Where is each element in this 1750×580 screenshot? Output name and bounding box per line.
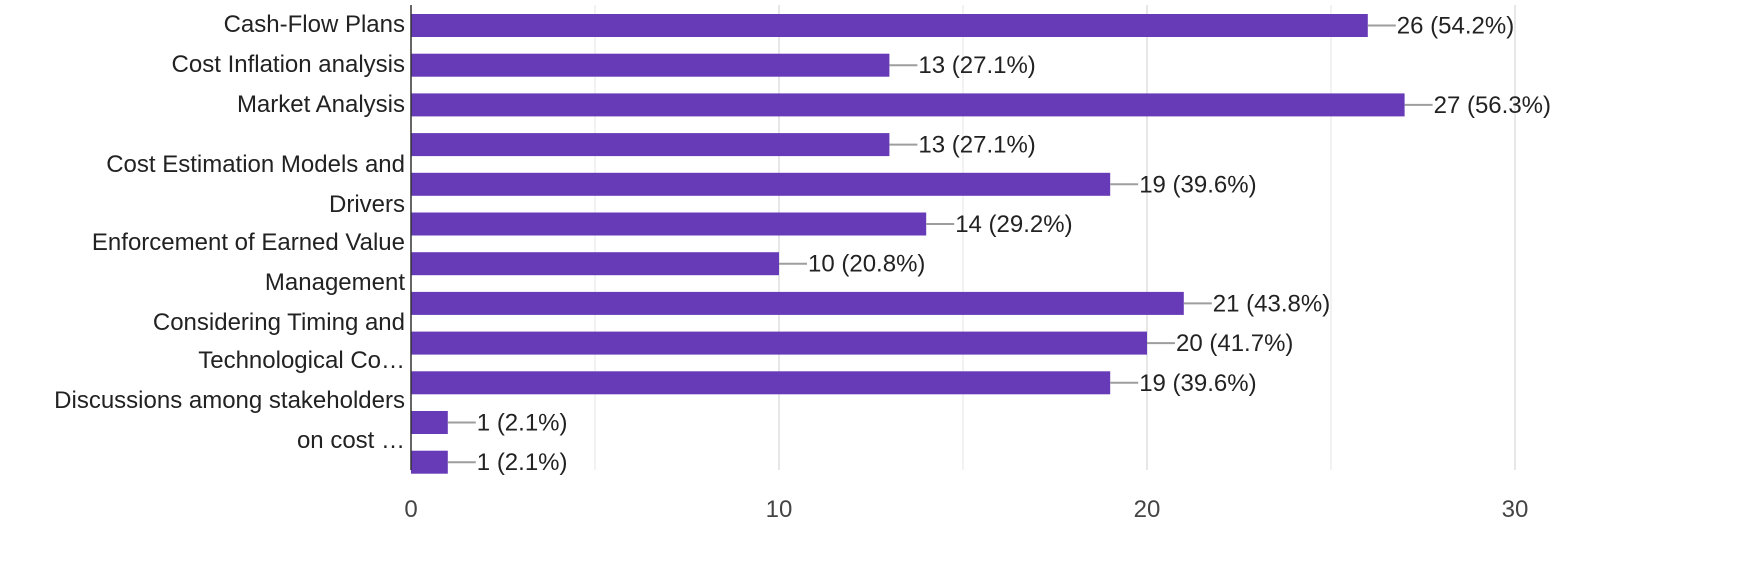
data-label: 19 (39.6%): [1139, 370, 1256, 397]
category-label: Considering Timing and: [153, 309, 405, 336]
category-label: Market Analysis: [237, 91, 405, 118]
data-label: 21 (43.8%): [1213, 290, 1330, 317]
data-label: 10 (20.8%): [808, 251, 925, 278]
data-label: 1 (2.1%): [477, 449, 568, 476]
bar: [411, 93, 1405, 117]
bar: [411, 133, 890, 157]
category-label: Technological Co…: [198, 347, 405, 374]
category-label: Drivers: [329, 191, 405, 218]
data-label: 1 (2.1%): [477, 410, 568, 437]
data-label: 26 (54.2%): [1397, 13, 1514, 40]
data-label: 13 (27.1%): [918, 52, 1035, 79]
category-label: Cost Estimation Models and: [106, 151, 405, 178]
category-label: on cost …: [297, 427, 405, 454]
x-tick-label: 0: [404, 496, 417, 523]
data-label: 20 (41.7%): [1176, 330, 1293, 357]
bar: [411, 53, 890, 77]
data-label: 19 (39.6%): [1139, 171, 1256, 198]
bar: [411, 172, 1111, 196]
category-label: Discussions among stakeholders: [54, 387, 405, 414]
category-label: Cost Inflation analysis: [172, 51, 405, 78]
bar: [411, 212, 927, 236]
x-tick-label: 10: [766, 496, 793, 523]
bar: [411, 291, 1184, 315]
data-label: 13 (27.1%): [918, 132, 1035, 159]
bar: [411, 14, 1368, 37]
bar: [411, 411, 448, 434]
bar: [411, 331, 1147, 355]
category-label: Management: [265, 269, 405, 296]
x-tick-label: 30: [1502, 496, 1529, 523]
bar: [411, 252, 779, 276]
data-label: 27 (56.3%): [1434, 92, 1551, 119]
category-label: Enforcement of Earned Value: [92, 229, 405, 256]
bar: [411, 371, 1111, 395]
data-label: 14 (29.2%): [955, 211, 1072, 238]
bar: [411, 450, 448, 474]
x-tick-label: 20: [1134, 496, 1161, 523]
category-label: Cash-Flow Plans: [224, 11, 405, 38]
